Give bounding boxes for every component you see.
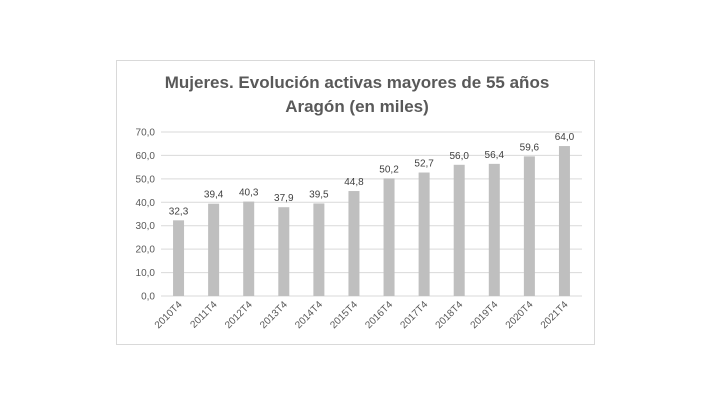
bar-2019T4 bbox=[488, 163, 500, 296]
bar-2021T4 bbox=[558, 146, 570, 296]
data-label: 39,4 bbox=[204, 190, 224, 201]
bar-2018T4 bbox=[453, 164, 465, 296]
y-tick-label: 10,0 bbox=[136, 268, 156, 279]
x-tick-label: 2018T4 bbox=[434, 299, 466, 331]
x-tick-label: 2016T4 bbox=[363, 299, 395, 331]
data-label: 50,2 bbox=[379, 164, 399, 175]
x-tick-label: 2013T4 bbox=[258, 299, 290, 331]
data-label: 37,9 bbox=[274, 193, 294, 204]
data-label: 40,3 bbox=[239, 188, 259, 199]
x-tick-label: 2011T4 bbox=[189, 299, 221, 331]
x-tick-label: 2014T4 bbox=[293, 299, 325, 331]
bar-2011T4 bbox=[208, 203, 220, 296]
data-labels: 32,3 39,4 40,3 37,9 39,5 44,8 50,2 52,7 56,0 56,4… bbox=[169, 132, 575, 217]
x-tick-label: 2019T4 bbox=[469, 299, 501, 331]
y-tick-label: 0,0 bbox=[141, 292, 155, 303]
data-label: 52,7 bbox=[414, 159, 434, 170]
y-tick-label: 60,0 bbox=[136, 151, 156, 162]
x-tick-label: 2015T4 bbox=[328, 299, 360, 331]
y-tick-label: 20,0 bbox=[136, 245, 156, 256]
data-label: 44,8 bbox=[344, 177, 364, 188]
y-tick-label: 70,0 bbox=[136, 128, 156, 139]
gridlines bbox=[161, 131, 582, 297]
bar-2014T4 bbox=[313, 203, 325, 296]
x-tick-label: 2017T4 bbox=[398, 299, 430, 331]
y-tick-label: 30,0 bbox=[136, 221, 156, 232]
bar-2020T4 bbox=[523, 156, 535, 296]
x-tick-label: 2010T4 bbox=[153, 299, 185, 331]
x-tick-label: 2020T4 bbox=[504, 299, 536, 331]
y-tick-label: 50,0 bbox=[136, 174, 156, 185]
y-tick-label: 40,0 bbox=[136, 198, 156, 209]
bar-2017T4 bbox=[418, 172, 430, 296]
bar-2013T4 bbox=[278, 207, 290, 296]
y-axis: 0,0 10,0 20,0 30,0 40,0 50,0 60,0 70,0 bbox=[136, 128, 156, 303]
bar-2015T4 bbox=[348, 191, 360, 296]
x-tick-label: 2012T4 bbox=[223, 299, 255, 331]
bar-2016T4 bbox=[383, 178, 395, 296]
chart-area: Mujeres. Evolución activas mayores de 55… bbox=[116, 60, 595, 345]
x-tick-label: 2021T4 bbox=[539, 299, 571, 331]
bar-2010T4 bbox=[173, 220, 185, 296]
chart-title: Mujeres. Evolución activas mayores de 55… bbox=[165, 73, 550, 92]
data-label: 39,5 bbox=[309, 189, 329, 200]
data-label: 56,4 bbox=[485, 150, 505, 161]
bar-chart: Mujeres. Evolución activas mayores de 55… bbox=[136, 73, 582, 331]
x-axis: 2010T4 2011T4 2012T4 2013T4 2014T4 2015T4 2016… bbox=[153, 299, 571, 331]
chart-subtitle: Aragón (en miles) bbox=[285, 97, 429, 116]
bar-2012T4 bbox=[243, 201, 255, 296]
data-label: 32,3 bbox=[169, 206, 189, 217]
data-label: 56,0 bbox=[449, 151, 469, 162]
bars bbox=[173, 146, 570, 296]
data-label: 59,6 bbox=[520, 142, 540, 153]
data-label: 64,0 bbox=[555, 132, 575, 143]
